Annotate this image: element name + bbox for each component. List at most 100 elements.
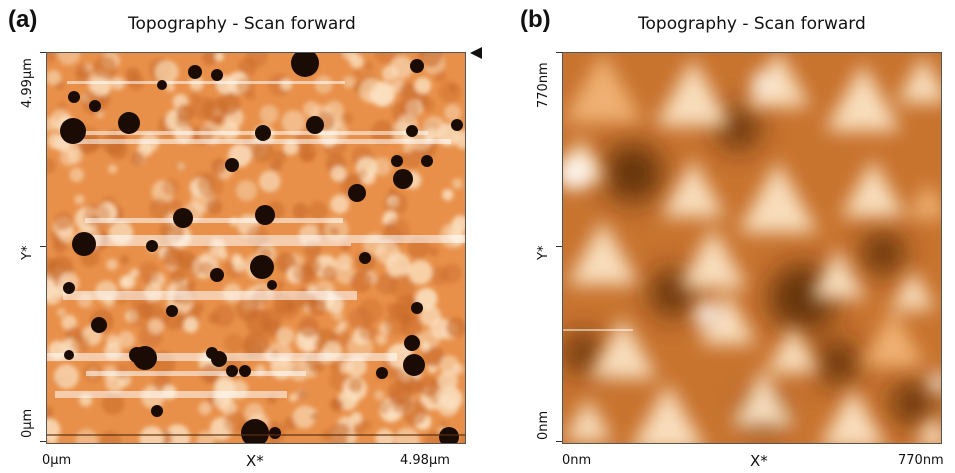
surface-pit	[267, 280, 277, 290]
surface-pit	[68, 91, 80, 103]
grain	[446, 317, 465, 338]
grain	[69, 167, 84, 183]
grain	[350, 412, 363, 425]
surface-pit	[291, 53, 319, 77]
grain	[402, 400, 428, 426]
highlight	[563, 157, 591, 189]
grain	[588, 317, 658, 379]
grain	[421, 98, 436, 113]
grain	[890, 269, 936, 310]
grain	[269, 159, 282, 172]
scan-streak	[75, 243, 351, 246]
grain	[417, 375, 439, 397]
grain	[678, 227, 748, 289]
y-tick-mark	[556, 52, 562, 53]
grain	[314, 75, 333, 94]
grain	[821, 387, 885, 443]
grain	[298, 316, 320, 338]
grain	[197, 172, 224, 199]
grain	[148, 318, 164, 335]
afm-topography-image	[562, 52, 942, 444]
grain	[399, 82, 418, 101]
grain	[330, 165, 347, 182]
grain	[454, 130, 465, 149]
grain	[75, 63, 90, 78]
grain	[130, 151, 145, 166]
grain-layer	[563, 53, 941, 443]
scan-position-marker-icon	[470, 47, 482, 59]
grain	[436, 384, 461, 409]
grain	[47, 117, 58, 132]
surface-pit	[64, 350, 74, 360]
grain	[766, 325, 820, 373]
grain	[438, 81, 462, 104]
grain	[359, 323, 377, 341]
grain	[180, 255, 203, 278]
surface-pit	[91, 317, 107, 333]
y-tick-mark	[40, 52, 46, 53]
surface-pit	[225, 158, 239, 172]
grain	[459, 434, 465, 443]
grain	[176, 114, 190, 129]
surface-pit	[359, 252, 371, 264]
grain	[54, 211, 73, 231]
x-max-label: 770nm	[898, 453, 944, 468]
grain	[215, 374, 234, 393]
grain	[262, 320, 281, 338]
valley	[603, 143, 663, 203]
surface-pit	[63, 282, 75, 294]
grain	[170, 199, 182, 211]
grain	[217, 249, 229, 260]
valley	[891, 381, 935, 425]
grain	[211, 158, 227, 175]
y-axis-name: Y*	[536, 245, 551, 260]
y-axis-name: Y*	[20, 245, 35, 260]
grain	[825, 63, 901, 131]
grain	[563, 397, 613, 442]
surface-pit	[239, 365, 251, 377]
grain	[202, 53, 218, 66]
surface-pit	[211, 69, 223, 81]
grain	[424, 430, 445, 443]
grain	[420, 341, 431, 352]
grain	[186, 279, 197, 290]
grain	[56, 307, 66, 317]
grain	[47, 70, 62, 86]
grain	[358, 298, 384, 324]
surface-pit	[404, 335, 420, 351]
panel-title: Topography - Scan forward	[128, 14, 356, 34]
grain	[390, 55, 414, 79]
grain	[357, 168, 368, 179]
surface-pit	[226, 365, 238, 377]
panel-label: (a)	[8, 6, 38, 33]
grain	[451, 178, 463, 190]
surface-pit	[166, 305, 178, 317]
grain	[206, 198, 223, 215]
grain	[119, 254, 130, 265]
grain	[52, 238, 68, 253]
grain	[128, 303, 153, 328]
grain	[307, 297, 327, 317]
grain	[108, 139, 129, 160]
y-tick-mark	[40, 246, 46, 247]
grain	[332, 309, 344, 321]
grain	[149, 197, 171, 220]
grain	[138, 261, 160, 283]
grain	[288, 359, 311, 382]
grain	[67, 149, 83, 164]
grain	[430, 318, 452, 340]
grain	[198, 401, 212, 415]
surface-pit	[210, 268, 224, 282]
grain	[300, 149, 314, 163]
grain	[245, 53, 268, 68]
grain	[259, 104, 279, 124]
grain	[429, 266, 449, 286]
y-min-label: 0µm	[20, 408, 35, 438]
panel-b: (b) Topography - Scan forward 770nm Y* 0…	[478, 0, 955, 473]
surface-pit	[188, 65, 202, 79]
grain	[402, 148, 423, 169]
y-min-label: 0nm	[536, 410, 551, 440]
grain	[292, 202, 309, 220]
grain	[388, 380, 413, 405]
surface-pit	[241, 419, 269, 443]
